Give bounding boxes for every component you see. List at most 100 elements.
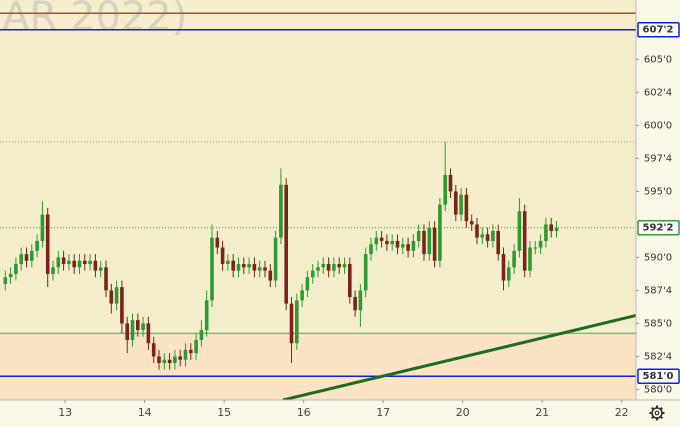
y-tick-label: 602'4	[644, 87, 672, 98]
candle-body	[40, 214, 45, 241]
candle-body	[538, 240, 543, 248]
candle-body	[178, 356, 182, 360]
candle-body	[61, 257, 66, 265]
candle-body	[67, 260, 71, 265]
x-tick-label: 14	[138, 406, 152, 419]
candle-body	[141, 323, 145, 331]
x-tick-label: 17	[376, 406, 390, 419]
candle-body	[512, 250, 516, 268]
candle-body	[480, 234, 485, 238]
candle-body	[136, 320, 140, 331]
candle-body	[279, 184, 283, 238]
candle-body	[146, 323, 151, 344]
candle-body	[35, 240, 39, 251]
x-tick-label: 16	[297, 406, 311, 419]
candle-body	[257, 267, 262, 271]
candle-body	[464, 194, 469, 222]
candle-body	[24, 254, 29, 261]
candle-body	[98, 267, 103, 271]
level-label: 592'2	[643, 223, 674, 234]
level-label: 607'2	[643, 25, 674, 36]
candle-body	[496, 231, 500, 255]
candle-body	[93, 260, 98, 271]
trend-line	[282, 314, 636, 400]
candle-body	[337, 264, 341, 268]
candle-body	[104, 267, 108, 291]
candle-body	[517, 211, 522, 251]
candle-body	[427, 227, 432, 255]
y-tick-label: 585'0	[644, 318, 672, 329]
candle-body	[14, 264, 18, 274]
candle-body	[310, 270, 315, 278]
candle-body	[19, 254, 23, 265]
candle-body	[374, 237, 379, 245]
candle-body	[443, 174, 447, 205]
candle-body	[284, 184, 288, 304]
x-tick-label: 22	[615, 406, 629, 419]
candle-body	[295, 300, 299, 344]
candle-body	[385, 240, 389, 245]
y-tick-label: 597'4	[644, 153, 672, 164]
candle-body	[353, 297, 357, 311]
candle-body	[72, 260, 76, 268]
candle-body	[316, 267, 320, 271]
y-tick-label: 600'0	[644, 120, 672, 131]
candle-body	[3, 277, 8, 284]
candle-body	[236, 264, 241, 271]
candle-body	[342, 264, 347, 268]
candle-body	[173, 356, 177, 364]
candle-body	[114, 287, 119, 304]
candle-body	[51, 267, 55, 274]
candle-body	[522, 211, 527, 271]
candle-body	[30, 250, 34, 261]
level-label-box	[637, 368, 680, 384]
candle-body	[252, 264, 257, 271]
y-tick-label: 590'0	[644, 252, 672, 263]
candle-body	[411, 240, 416, 251]
settings-icon[interactable]	[649, 405, 665, 421]
candle-body	[157, 356, 161, 364]
x-tick-label: 13	[58, 406, 72, 419]
candle-body	[395, 240, 400, 248]
candle-body	[263, 267, 267, 271]
candle-body	[247, 264, 251, 268]
watermark: (MAR 2022)	[0, 0, 187, 40]
candle-body	[56, 257, 61, 268]
candle-body	[533, 247, 538, 249]
candle-body	[379, 237, 384, 241]
candle-body	[226, 260, 230, 265]
candle-body	[332, 264, 336, 271]
candle-body	[432, 227, 437, 261]
candle-body	[204, 300, 209, 331]
candle-body	[162, 359, 167, 364]
candle-body	[88, 260, 92, 265]
candle-body	[268, 270, 273, 281]
candle-body	[401, 244, 405, 248]
zone	[0, 333, 636, 400]
candle-body	[231, 260, 235, 271]
y-tick-label: 605'0	[644, 54, 672, 65]
candle-body	[220, 247, 225, 265]
candle-body	[194, 339, 198, 354]
y-tick-label: 582'4	[644, 351, 672, 362]
candle-body	[459, 194, 463, 215]
candle-body	[321, 264, 326, 268]
candle-body	[120, 287, 124, 324]
candle-body	[469, 221, 474, 225]
y-tick-label: 587'4	[644, 285, 672, 296]
candle-body	[501, 254, 506, 281]
candle-body	[348, 264, 352, 298]
candle-body	[289, 303, 294, 344]
candle-body	[199, 330, 204, 340]
candle-body	[448, 174, 453, 192]
x-tick-label: 15	[217, 406, 231, 419]
candle-body	[8, 273, 13, 278]
level-label: 581'0	[643, 371, 674, 382]
plot: (MAR 2022)	[0, 0, 636, 400]
candle-body	[554, 227, 559, 232]
candle-body	[544, 224, 548, 241]
candle-body	[305, 277, 310, 291]
x-tick-label: 20	[456, 406, 470, 419]
candle-body	[45, 214, 50, 274]
level-label-box	[637, 21, 680, 38]
